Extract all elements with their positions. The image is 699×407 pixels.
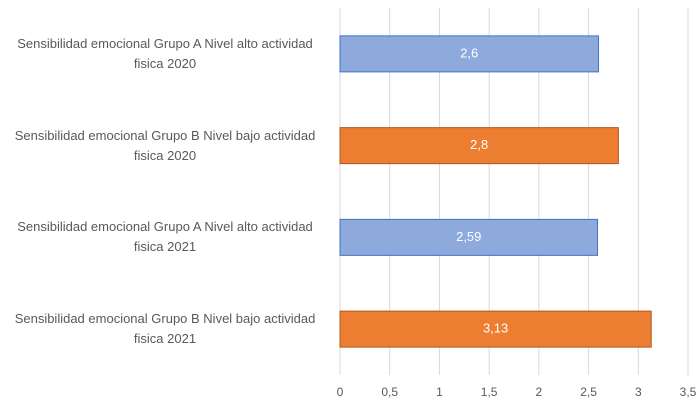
bar bbox=[339, 35, 600, 73]
data-label: 2,8 bbox=[470, 137, 488, 152]
bar bbox=[339, 218, 599, 256]
x-tick-label: 3,5 bbox=[680, 385, 697, 399]
y-tick-label: Sensibilidad emocional Grupo A Nivel alt… bbox=[17, 35, 313, 71]
data-label: 2,6 bbox=[460, 45, 478, 60]
bar bbox=[339, 127, 619, 165]
bar bbox=[339, 310, 652, 348]
data-label: 2,59 bbox=[456, 229, 481, 244]
x-tick-label: 2 bbox=[536, 385, 543, 399]
x-tick-label: 0,5 bbox=[381, 385, 398, 399]
y-tick-label: Sensibilidad emocional Grupo B Nivel baj… bbox=[14, 311, 316, 347]
y-tick-label: Sensibilidad emocional Grupo A Nivel alt… bbox=[17, 219, 313, 255]
x-tick-label: 2,5 bbox=[580, 385, 597, 399]
x-tick-label: 3 bbox=[635, 385, 642, 399]
y-tick-label: Sensibilidad emocional Grupo B Nivel baj… bbox=[14, 127, 316, 163]
x-tick-label: 1,5 bbox=[481, 385, 498, 399]
data-label: 3,13 bbox=[483, 321, 508, 336]
x-tick-label: 0 bbox=[337, 385, 344, 399]
x-tick-label: 1 bbox=[436, 385, 443, 399]
